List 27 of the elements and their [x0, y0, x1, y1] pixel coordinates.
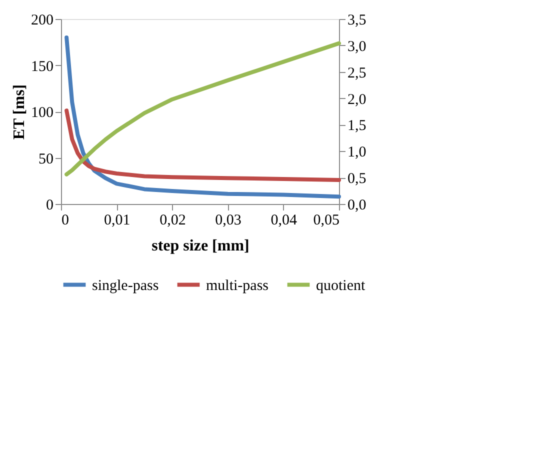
y-tick-label: 50 — [38, 151, 54, 168]
y2-tick-label: 1,0 — [348, 144, 366, 161]
line-series — [64, 36, 341, 199]
legend-label: single-pass — [92, 278, 159, 294]
y2-tick-label: 2,0 — [348, 92, 366, 108]
y2-tick-label: 3,0 — [348, 38, 366, 55]
x-axis-title: step size [mm] — [152, 238, 250, 254]
y2-tick-label: 3,5 — [348, 12, 366, 28]
y2-tick-label: 0,0 — [348, 198, 366, 214]
y-tick-label: 0 — [46, 198, 54, 214]
y2-tick-label: 2,5 — [348, 65, 366, 82]
y-tick-label: 100 — [31, 105, 54, 121]
y-tick-label: 150 — [31, 58, 54, 75]
line-series — [64, 41, 341, 176]
y-tick-label: 200 — [31, 12, 54, 28]
line-series — [64, 108, 341, 182]
x-tick-label: 0,01 — [104, 212, 130, 228]
y-axis-title: ET [ms] — [11, 84, 28, 140]
y2-tick-label: 0,5 — [348, 171, 366, 188]
legend-label: multi-pass — [206, 278, 269, 294]
x-tick-label: 0,03 — [215, 212, 242, 228]
x-tick-label: 0 — [62, 212, 69, 228]
y2-tick-label: 1,5 — [348, 118, 366, 134]
legend-label: quotient — [316, 278, 366, 294]
x-tick-label: 0,04 — [270, 212, 298, 228]
x-tick-label: 0,02 — [160, 212, 186, 228]
x-tick-label: 0,05 — [313, 212, 340, 228]
